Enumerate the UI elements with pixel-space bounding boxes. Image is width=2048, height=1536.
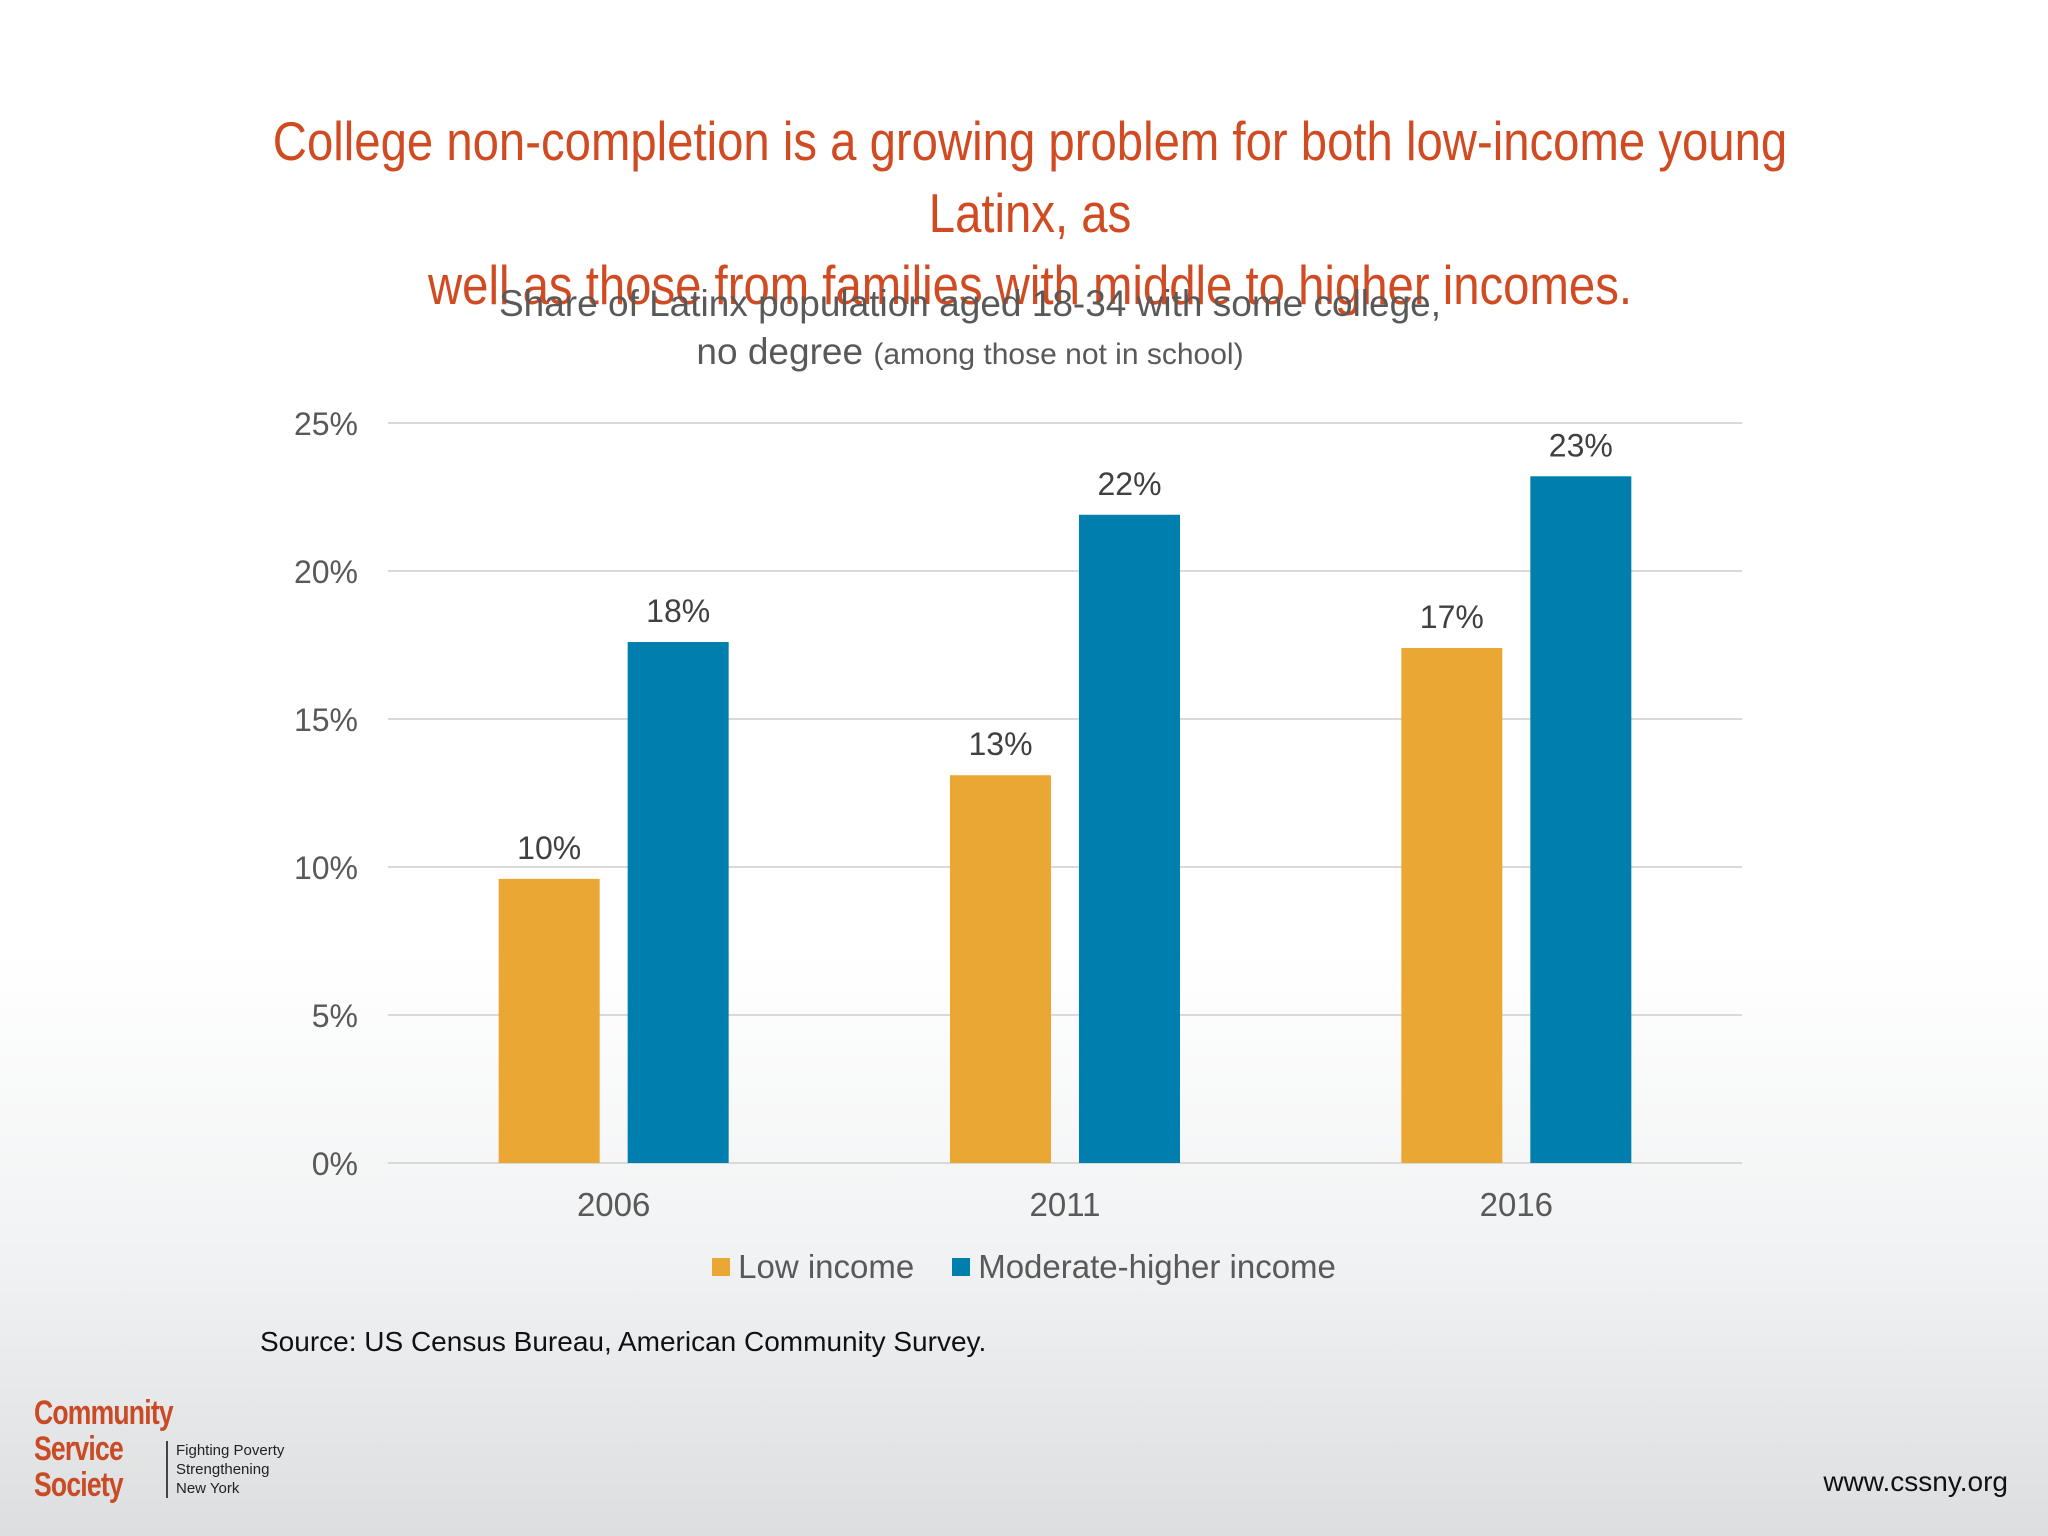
- logo-tagline-line: Fighting Poverty: [176, 1442, 285, 1459]
- logo-tagline: Fighting Poverty Strengthening New York: [166, 1441, 284, 1498]
- data-label: 23%: [1549, 427, 1613, 463]
- chart-legend: Low income Moderate-higher income: [0, 1248, 2048, 1286]
- y-tick-label: 5%: [312, 998, 358, 1034]
- headline-line-2: well as those from families with middle …: [427, 254, 1632, 316]
- x-tick-label: 2006: [577, 1186, 650, 1223]
- legend-label-low-income: Low income: [738, 1248, 915, 1285]
- logo-wordmark: Community Service Society: [34, 1394, 174, 1504]
- legend-item-moderate-higher-income: Moderate-higher income: [952, 1248, 1336, 1286]
- logo-word-society: Society: [34, 1466, 124, 1504]
- data-label: 13%: [968, 726, 1032, 762]
- chart-subtitle: (among those not in school): [873, 338, 1244, 371]
- headline-line-1: College non-completion is a growing prob…: [272, 110, 1788, 244]
- logo-tagline-line: New York: [176, 1480, 240, 1497]
- x-tick-label: 2016: [1480, 1186, 1553, 1223]
- legend-item-low-income: Low income: [712, 1248, 914, 1286]
- legend-swatch-low-income: [712, 1258, 731, 1276]
- bar-low-income-2016: [1401, 647, 1503, 1163]
- bar-low-income-2006: [498, 878, 600, 1163]
- legend-label-moderate-higher-income: Moderate-higher income: [978, 1248, 1336, 1285]
- bar-low-income-2011: [950, 775, 1051, 1163]
- x-tick-label: 2011: [1030, 1186, 1101, 1223]
- bar-moderate-higher-income-2011: [1079, 514, 1180, 1163]
- logo-word-service: Service: [34, 1430, 124, 1468]
- y-tick-label: 10%: [294, 850, 358, 886]
- slide-headline: College non-completion is a growing prob…: [213, 105, 1847, 321]
- legend-swatch-moderate-higher-income: [952, 1258, 971, 1276]
- bar-moderate-higher-income-2006: [627, 642, 729, 1163]
- website-link[interactable]: www.cssny.org: [1823, 1466, 2008, 1497]
- y-tick-label: 20%: [294, 554, 358, 590]
- data-label: 10%: [517, 830, 581, 866]
- bar-chart: 0% 5% 10% 15% 20% 25% 10% 18% 2006 13% 22% 2011 17% 2…: [294, 406, 1742, 1223]
- data-label: 17%: [1420, 599, 1484, 635]
- chart-title-line-2: no degree: [696, 331, 864, 372]
- logo-word-community: Community: [34, 1394, 174, 1432]
- y-tick-label: 0%: [312, 1146, 358, 1182]
- y-tick-label: 25%: [294, 406, 358, 442]
- source-note: Source: US Census Bureau, American Commu…: [260, 1326, 987, 1357]
- data-label: 22%: [1097, 466, 1161, 502]
- logo-tagline-line: Strengthening: [176, 1461, 270, 1478]
- y-tick-label: 15%: [294, 702, 358, 738]
- chart-title-line-1: Share of Latinx population aged 18-34 wi…: [498, 283, 1442, 324]
- data-label: 18%: [646, 593, 710, 629]
- cssny-logo[interactable]: Community Service Society Fighting Pover…: [34, 1395, 284, 1515]
- bar-moderate-higher-income-2016: [1530, 476, 1632, 1163]
- chart-title: Share of Latinx population aged 18-34 wi…: [280, 280, 1660, 379]
